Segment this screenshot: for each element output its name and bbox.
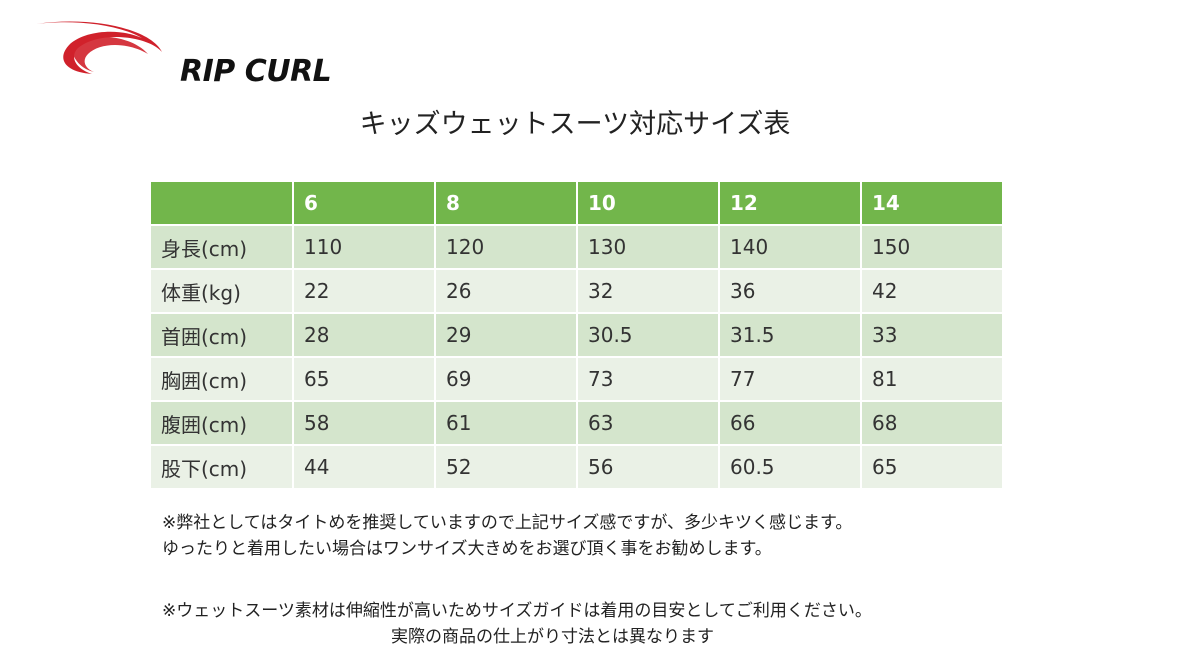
table-cell: 52 (435, 445, 578, 490)
material-note: ※ウェットスーツ素材は伸縮性が高いためサイズガイドは着用の目安としてご利用くださ… (162, 598, 872, 650)
table-cell: 32 (577, 269, 720, 314)
table-cell: 81 (861, 357, 1004, 402)
table-cell: 58 (293, 401, 436, 446)
table-cell: 65 (293, 357, 436, 402)
row-label: 身長(cm) (151, 225, 294, 270)
row-label: 体重(kg) (151, 269, 294, 314)
table-cell: 56 (577, 445, 720, 490)
fit-note-line-2: ゆったりと着用したい場合はワンサイズ大きめをお選び頂く事をお勧めします。 (162, 539, 772, 559)
table-cell: 61 (435, 401, 578, 446)
fit-note-line-1: ※弊社としてはタイトめを推奨していますので上記サイズ感ですが、多少キツく感じます… (162, 513, 853, 533)
header-cell-size-8: 8 (435, 182, 578, 226)
header-cell-size-10: 10 (577, 182, 720, 226)
table-cell: 130 (577, 225, 720, 270)
table-cell: 120 (435, 225, 578, 270)
table-cell: 65 (861, 445, 1004, 490)
header-cell-corner (151, 182, 294, 226)
size-table: 6 8 10 12 14 身長(cm) 110 120 130 140 150 … (151, 182, 1004, 490)
table-cell: 33 (861, 313, 1004, 358)
rip-curl-logo: RIP CURL (30, 18, 410, 89)
table-cell: 68 (861, 401, 1004, 446)
table-row-weight: 体重(kg) 22 26 32 36 42 (151, 269, 1004, 314)
row-label: 股下(cm) (151, 445, 294, 490)
table-row-waist: 腹囲(cm) 58 61 63 66 68 (151, 401, 1004, 446)
table-row-chest: 胸囲(cm) 65 69 73 77 81 (151, 357, 1004, 402)
table-cell: 30.5 (577, 313, 720, 358)
table-row-neck: 首囲(cm) 28 29 30.5 31.5 33 (151, 313, 1004, 358)
page-title: キッズウェットスーツ対応サイズ表 (359, 109, 791, 140)
table-cell: 69 (435, 357, 578, 402)
table-cell: 110 (293, 225, 436, 270)
table-cell: 42 (861, 269, 1004, 314)
table-cell: 73 (577, 357, 720, 402)
material-note-line-2: 実際の商品の仕上がり寸法とは異なります (391, 627, 714, 647)
table-header-row: 6 8 10 12 14 (151, 182, 1004, 226)
table-cell: 60.5 (719, 445, 862, 490)
table-cell: 28 (293, 313, 436, 358)
table-cell: 77 (719, 357, 862, 402)
material-note-line-1: ※ウェットスーツ素材は伸縮性が高いためサイズガイドは着用の目安としてご利用くださ… (162, 601, 872, 621)
header-cell-size-12: 12 (719, 182, 862, 226)
row-label: 腹囲(cm) (151, 401, 294, 446)
table-cell: 66 (719, 401, 862, 446)
logo-text: RIP CURL (180, 54, 332, 89)
table-cell: 63 (577, 401, 720, 446)
logo-swoosh-icon (36, 21, 162, 74)
header-cell-size-6: 6 (293, 182, 436, 226)
table-cell: 36 (719, 269, 862, 314)
header-cell-size-14: 14 (861, 182, 1004, 226)
table-cell: 150 (861, 225, 1004, 270)
row-label: 首囲(cm) (151, 313, 294, 358)
table-row-inseam: 股下(cm) 44 52 56 60.5 65 (151, 445, 1004, 490)
row-label: 胸囲(cm) (151, 357, 294, 402)
fit-note: ※弊社としてはタイトめを推奨していますので上記サイズ感ですが、多少キツく感じます… (162, 510, 852, 562)
table-cell: 31.5 (719, 313, 862, 358)
table-cell: 22 (293, 269, 436, 314)
table-cell: 44 (293, 445, 436, 490)
table-cell: 140 (719, 225, 862, 270)
table-row-height: 身長(cm) 110 120 130 140 150 (151, 225, 1004, 270)
table-cell: 26 (435, 269, 578, 314)
table-cell: 29 (435, 313, 578, 358)
